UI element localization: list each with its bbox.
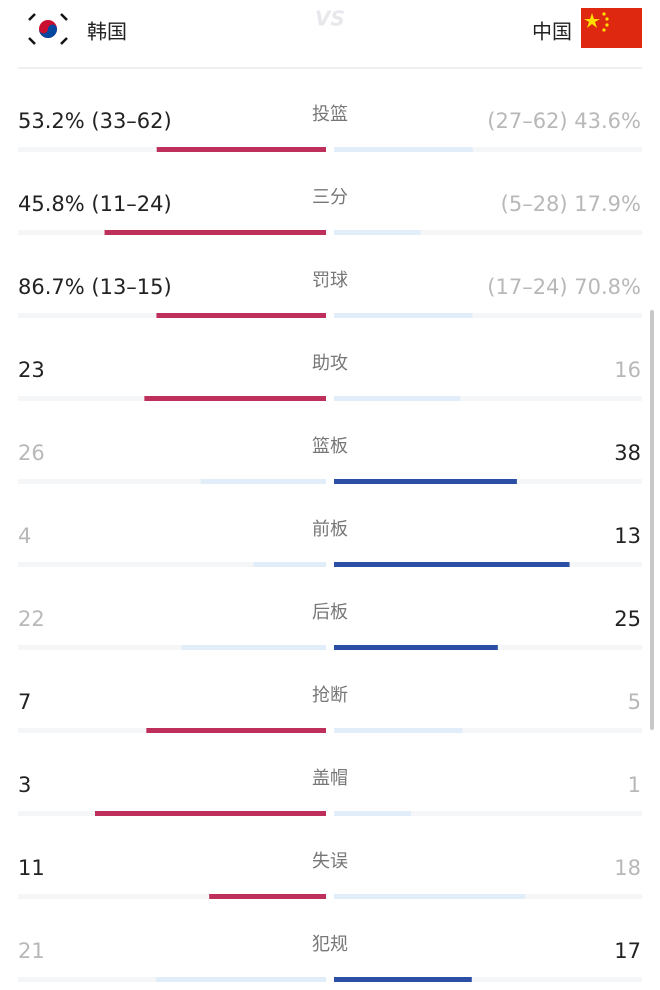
away-value: (27–62) 43.6% (487, 109, 641, 133)
home-bar (95, 811, 326, 816)
home-bar (146, 728, 326, 733)
away-bar (334, 147, 473, 152)
stat-rows: 投篮 53.2% (33–62) (27–62) 43.6% 三分 45.8% (11–… (18, 104, 642, 982)
away-bar (334, 977, 472, 982)
bar-track (18, 894, 326, 899)
home-value: 11 (18, 856, 45, 880)
home-value: 7 (18, 690, 31, 714)
home-value: 23 (18, 358, 45, 382)
away-bar (334, 728, 463, 733)
stat-label: 篮板 (312, 436, 348, 457)
away-value: 13 (614, 524, 641, 548)
home-value: 21 (18, 939, 45, 963)
home-value: 45.8% (11–24) (18, 192, 172, 216)
home-value: 86.7% (13–15) (18, 275, 172, 299)
home-bar (155, 977, 326, 982)
away-bar (334, 645, 498, 650)
away-value: 16 (614, 358, 641, 382)
away-bar (334, 479, 517, 484)
stat-label: 前板 (312, 519, 348, 540)
home-bar (181, 645, 326, 650)
away-value: (17–24) 70.8% (487, 275, 641, 299)
stat-label: 抢断 (312, 685, 348, 706)
stat-label: 罚球 (312, 270, 348, 291)
home-value: 4 (18, 524, 31, 548)
scrollbar (650, 310, 654, 730)
away-bar (334, 313, 473, 318)
away-team: 中国 (532, 20, 572, 44)
home-bar (156, 313, 326, 318)
bar-track (334, 728, 642, 733)
home-bar (144, 396, 326, 401)
away-value: 18 (614, 856, 641, 880)
bar-track (334, 230, 642, 235)
away-value: 5 (628, 690, 641, 714)
stat-label: 助攻 (312, 353, 348, 374)
away-bar (334, 230, 421, 235)
home-bar (156, 147, 326, 152)
away-value: (5–28) 17.9% (501, 192, 641, 216)
bar-track (334, 811, 642, 816)
home-bar (209, 894, 326, 899)
vs-mark: VS (315, 7, 345, 31)
bar-track (334, 313, 642, 318)
away-value: 25 (614, 607, 641, 631)
home-value: 3 (18, 773, 31, 797)
stat-label: 后板 (312, 602, 348, 623)
home-value: 26 (18, 441, 45, 465)
china-flag (581, 8, 642, 48)
away-bar (334, 396, 461, 401)
away-value: 17 (614, 939, 641, 963)
stat-label: 投篮 (312, 104, 348, 125)
stat-label: 三分 (312, 187, 348, 208)
away-bar (334, 894, 526, 899)
stat-label: 失误 (312, 851, 348, 872)
bar-track (18, 479, 326, 484)
home-team: 韩国 (87, 20, 127, 44)
bar-track (334, 977, 642, 982)
bar-track (334, 396, 642, 401)
stat-label: 犯规 (312, 934, 348, 955)
stat-label: 盖帽 (312, 768, 348, 789)
korea-flag (25, 12, 71, 46)
away-value: 38 (614, 441, 641, 465)
away-bar (334, 562, 570, 567)
home-bar (253, 562, 326, 567)
bar-track (18, 645, 326, 650)
bar-track (18, 562, 326, 567)
home-bar (104, 230, 326, 235)
home-value: 22 (18, 607, 45, 631)
home-bar (200, 479, 326, 484)
away-bar (334, 811, 411, 816)
home-value: 53.2% (33–62) (18, 109, 172, 133)
bar-track (334, 147, 642, 152)
away-value: 1 (628, 773, 641, 797)
